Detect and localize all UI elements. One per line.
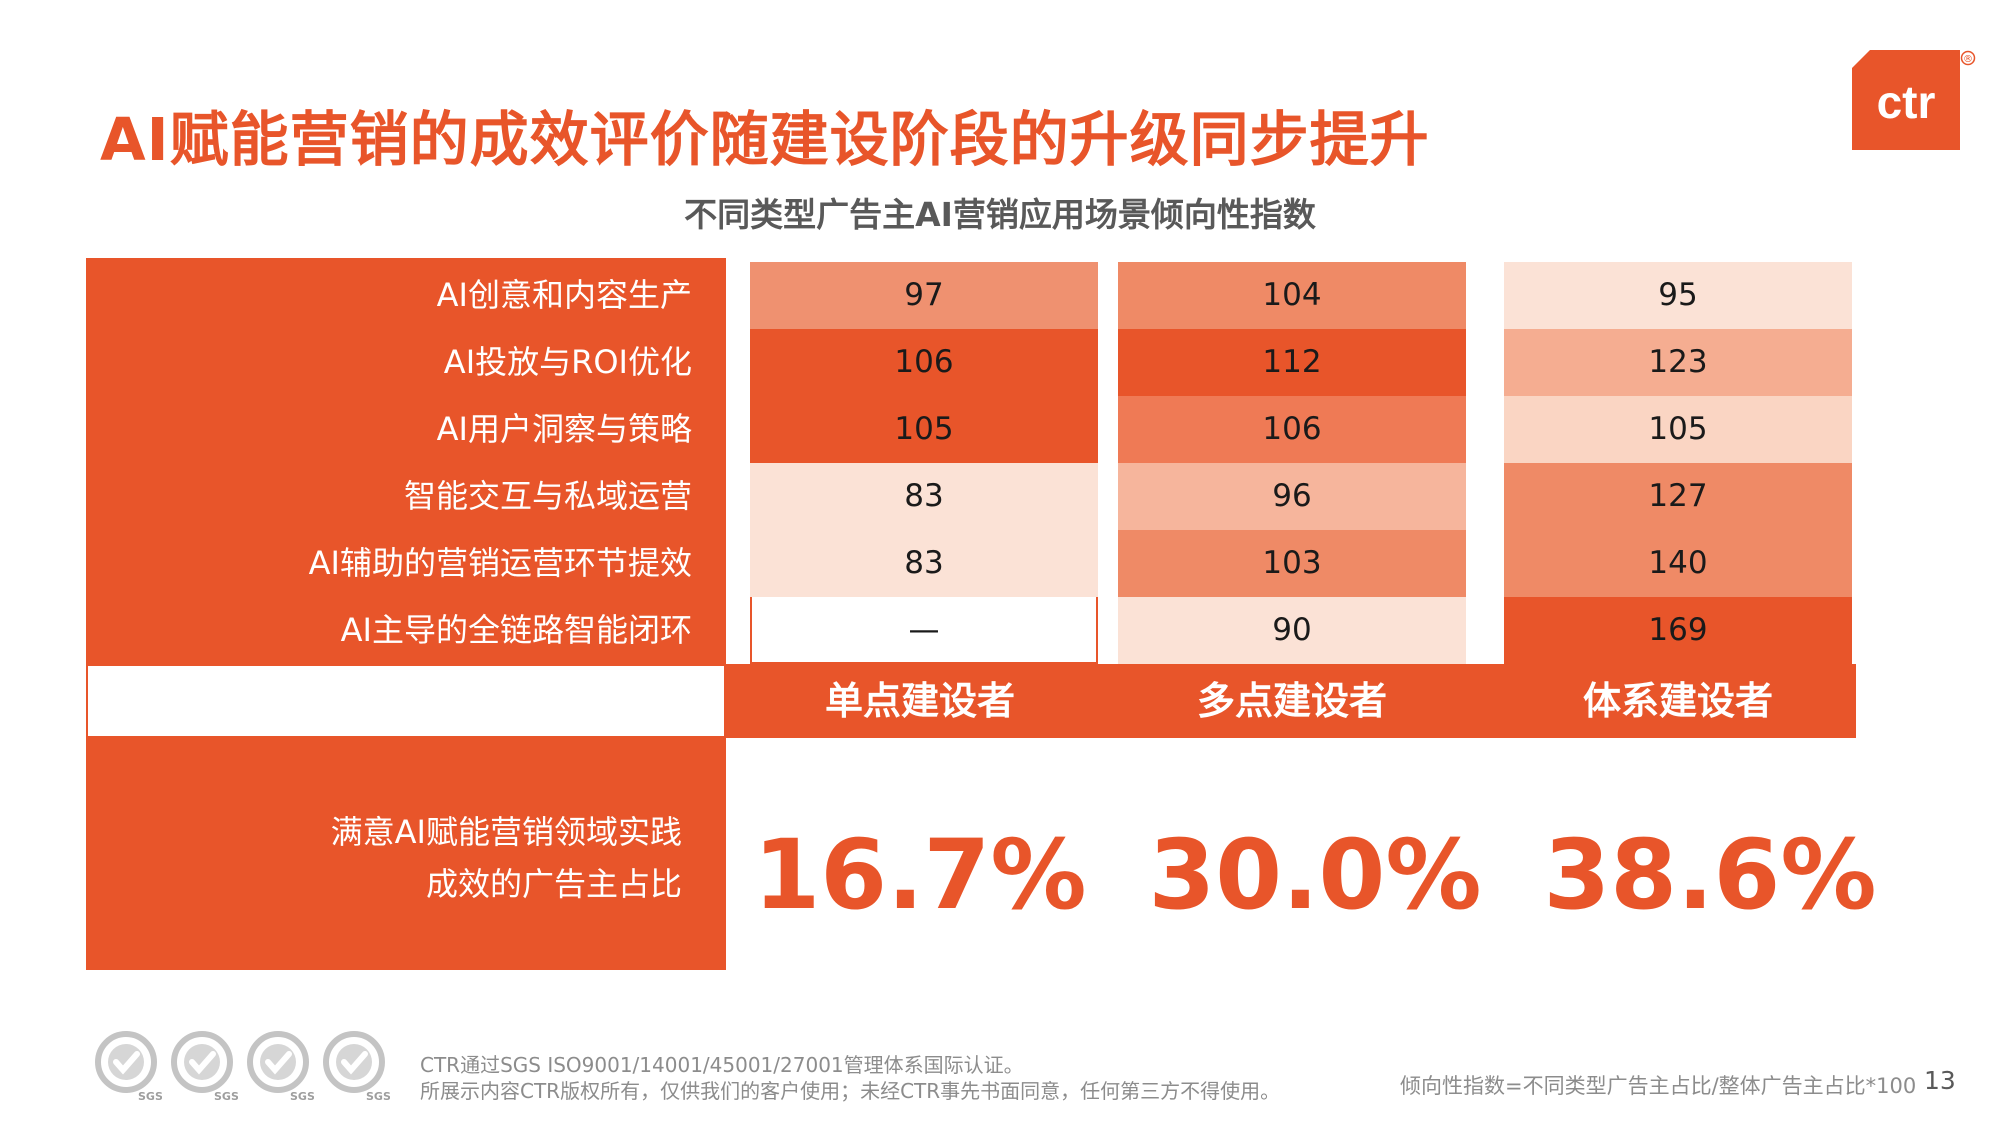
cert-label: SGS	[214, 1090, 238, 1102]
heatmap-cell: 97	[750, 262, 1098, 329]
heatmap-cell: 123	[1504, 329, 1852, 396]
heatmap-cell: 95	[1504, 262, 1852, 329]
column-header: 单点建设者	[824, 679, 1015, 723]
column-header-bar	[726, 664, 1856, 738]
row-label: AI投放与ROI优化	[443, 343, 692, 381]
heatmap-cell: 105	[750, 396, 1098, 463]
column-header: 多点建设者	[1196, 679, 1387, 723]
row-label: 智能交互与私域运营	[403, 477, 692, 515]
certification-badge-icon: SGS	[171, 1031, 238, 1102]
chart-title: 不同类型广告主AI营销应用场景倾向性指数	[684, 195, 1316, 234]
ctr-logo: ctr	[1852, 50, 1960, 150]
cert-label: SGS	[366, 1090, 390, 1102]
heatmap-cell: 140	[1504, 530, 1852, 597]
registered-mark-icon: ®	[1960, 50, 1976, 66]
certification-badge-icon: SGS	[95, 1031, 162, 1102]
certification-badge-icon: SGS	[323, 1031, 390, 1102]
heatmap-cell: 169	[1504, 597, 1852, 664]
row-label: AI用户洞察与策略	[436, 410, 692, 448]
heatmap-cell: 96	[1118, 463, 1466, 530]
heatmap-cell: 90	[1118, 597, 1466, 664]
registered-mark-text: ®	[1963, 54, 1973, 65]
heatmap-cell: 112	[1118, 329, 1466, 396]
heatmap-cell: 103	[1118, 530, 1466, 597]
heatmap-cell: 106	[750, 329, 1098, 396]
heatmap-cell: —	[750, 597, 1098, 664]
satisfaction-value: 38.6%	[1543, 819, 1877, 931]
column-header: 体系建设者	[1582, 679, 1773, 723]
heatmap-cell: 105	[1504, 396, 1852, 463]
page-title: AI赋能营销的成效评价随建设阶段的升级同步提升	[100, 105, 1430, 174]
satisfaction-label-panel	[86, 738, 726, 970]
satisfaction-value: 16.7%	[753, 819, 1087, 931]
heatmap-cell: 127	[1504, 463, 1852, 530]
header-blank-cell	[86, 664, 726, 738]
index-formula-note: 倾向性指数=不同类型广告主占比/整体广告主占比*100	[1400, 1074, 1917, 1098]
logo-text: ctr	[1877, 76, 1936, 128]
notice-line: 所展示内容CTR版权所有，仅供我们的客户使用；未经CTR事先书面同意，任何第三方…	[420, 1079, 1281, 1103]
heatmap-cell: 106	[1118, 396, 1466, 463]
satisfaction-label-line: 成效的广告主占比	[425, 865, 682, 903]
heatmap-cell: 104	[1118, 262, 1466, 329]
satisfaction-value: 30.0%	[1148, 819, 1482, 931]
heatmap-cell: 83	[750, 530, 1098, 597]
certification-badge-icon: SGS	[247, 1031, 314, 1102]
copyright-notice: CTR通过SGS ISO9001/14001/45001/27001管理体系国际…	[420, 1052, 1280, 1104]
cert-label: SGS	[290, 1090, 314, 1102]
page-number: 13	[1924, 1066, 1956, 1095]
notice-line: CTR通过SGS ISO9001/14001/45001/27001管理体系国际…	[420, 1053, 1024, 1077]
satisfaction-label-line: 满意AI赋能营销领域实践	[330, 813, 682, 851]
row-label: AI创意和内容生产	[436, 276, 692, 314]
cert-label: SGS	[138, 1090, 162, 1102]
row-label: AI辅助的营销运营环节提效	[308, 544, 692, 582]
heatmap-cell: 83	[750, 463, 1098, 530]
row-label: AI主导的全链路智能闭环	[340, 611, 692, 649]
row-label-panel	[86, 258, 726, 664]
